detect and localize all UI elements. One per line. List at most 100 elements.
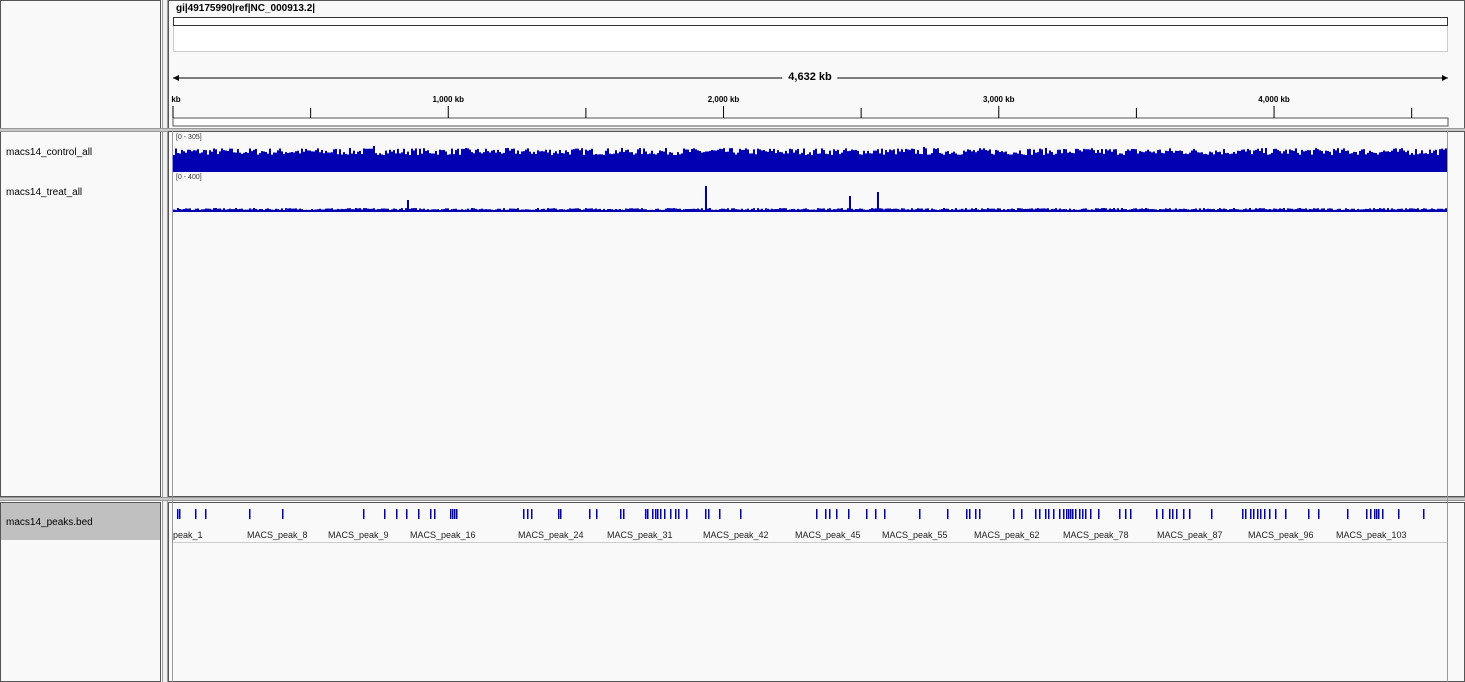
peak-feature [1082, 509, 1084, 519]
peak-feature [1245, 509, 1247, 519]
peak-feature [660, 509, 662, 519]
peak-feature [919, 509, 921, 519]
peak-feature [1053, 509, 1055, 519]
peak-feature [363, 509, 365, 519]
ruler[interactable] [168, 0, 1465, 129]
track-name-peaks[interactable]: macs14_peaks.bed [1, 503, 160, 540]
peak-feature [1119, 509, 1121, 519]
peak-feature [1275, 509, 1277, 519]
peak-label: MACS_peak_103 [1336, 530, 1407, 540]
peak-feature [829, 509, 831, 519]
track-name-control[interactable]: macs14_control_all [6, 147, 93, 158]
peak-feature [1098, 509, 1100, 519]
chromosome-ideogram[interactable] [173, 17, 1448, 26]
peak-feature [1035, 509, 1037, 519]
peak-feature [1370, 509, 1372, 519]
peak-feature [450, 509, 452, 519]
peak-feature [1253, 509, 1255, 519]
peak-feature [1045, 509, 1047, 519]
peak-feature [195, 509, 197, 519]
peak-feature [1382, 509, 1384, 519]
peak-feature [825, 509, 827, 519]
peak-label: MACS_peak_87 [1157, 530, 1223, 540]
peak-feature [670, 509, 672, 519]
peaks-feature-track[interactable] [173, 507, 1448, 521]
peak-feature [1039, 509, 1041, 519]
ideogram-region [173, 26, 1448, 52]
peak-feature [1242, 509, 1244, 519]
peak-feature [1318, 509, 1320, 519]
peak-feature [645, 509, 647, 519]
name-panel-divider[interactable] [162, 0, 168, 682]
peak-feature [975, 509, 977, 519]
peak-feature [282, 509, 284, 519]
peak-feature [1021, 509, 1023, 519]
peak-feature [816, 509, 818, 519]
peak-feature [454, 509, 456, 519]
peak-feature [1070, 509, 1072, 519]
peak-feature [384, 509, 386, 519]
control-coverage-track[interactable] [173, 142, 1448, 172]
peak-feature [1376, 509, 1378, 519]
span-label: 4,632 kb [782, 71, 838, 83]
control-range-label: [0 - 305] [176, 134, 202, 141]
peak-feature [1211, 509, 1213, 519]
peak-feature [1090, 509, 1092, 519]
peak-feature [1264, 509, 1266, 519]
peak-feature [1257, 509, 1259, 519]
peak-feature [418, 509, 420, 519]
treat-coverage-track[interactable] [173, 184, 1448, 212]
peak-feature [623, 509, 625, 519]
peak-feature [1063, 509, 1065, 519]
data-feature-divider[interactable] [0, 497, 1465, 501]
track-name-treat[interactable]: macs14_treat_all [6, 187, 83, 198]
header-name-panel [0, 0, 161, 129]
peak-feature [979, 509, 981, 519]
feature-panel [168, 502, 1465, 682]
peak-feature [836, 509, 838, 519]
peak-label: peak_1 [173, 530, 203, 540]
peak-feature [1176, 509, 1178, 519]
peak-feature [531, 509, 533, 519]
peak-feature [1013, 509, 1015, 519]
peak-feature [523, 509, 525, 519]
peak-feature [558, 509, 560, 519]
peak-feature [1172, 509, 1174, 519]
peak-feature [686, 509, 688, 519]
peak-label: MACS_peak_78 [1063, 530, 1129, 540]
data-panel [168, 131, 1465, 497]
ruler-tick-label: 2,000 kb [707, 95, 740, 104]
peak-feature [1130, 509, 1132, 519]
peak-feature [1169, 509, 1171, 519]
peak-feature [596, 509, 598, 519]
peak-feature [1162, 509, 1164, 519]
coverage-area [173, 146, 1448, 172]
peak-label: MACS_peak_42 [703, 530, 769, 540]
peak-feature [719, 509, 721, 519]
peak-feature [1269, 509, 1271, 519]
peak-feature [406, 509, 408, 519]
peak-feature [179, 509, 181, 519]
peak-label: MACS_peak_31 [607, 530, 673, 540]
peak-feature [1378, 509, 1380, 519]
ruler-tick-label: 1,000 kb [432, 95, 465, 104]
peak-feature [1366, 509, 1368, 519]
locus-label: gi|49175990|ref|NC_000913.2| [176, 3, 316, 14]
ruler-tick-label: 4,000 kb [1258, 95, 1290, 104]
peak-feature [1398, 509, 1400, 519]
peak-feature [1189, 509, 1191, 519]
peak-feature [678, 509, 680, 519]
peak-feature [708, 509, 710, 519]
peak-label: MACS_peak_24 [518, 530, 584, 540]
peak-feature [1250, 509, 1252, 519]
peak-feature [1068, 509, 1070, 519]
peak-feature [396, 509, 398, 519]
peak-feature [1156, 509, 1158, 519]
peak-feature [249, 509, 251, 519]
peak-feature [177, 509, 179, 519]
span-arrow-right-icon [1442, 75, 1448, 81]
treat-range-label: [0 - 400] [176, 174, 202, 181]
peak-feature [969, 509, 971, 519]
ruler-tick-label: kb [171, 95, 181, 104]
peak-feature [1285, 509, 1287, 519]
